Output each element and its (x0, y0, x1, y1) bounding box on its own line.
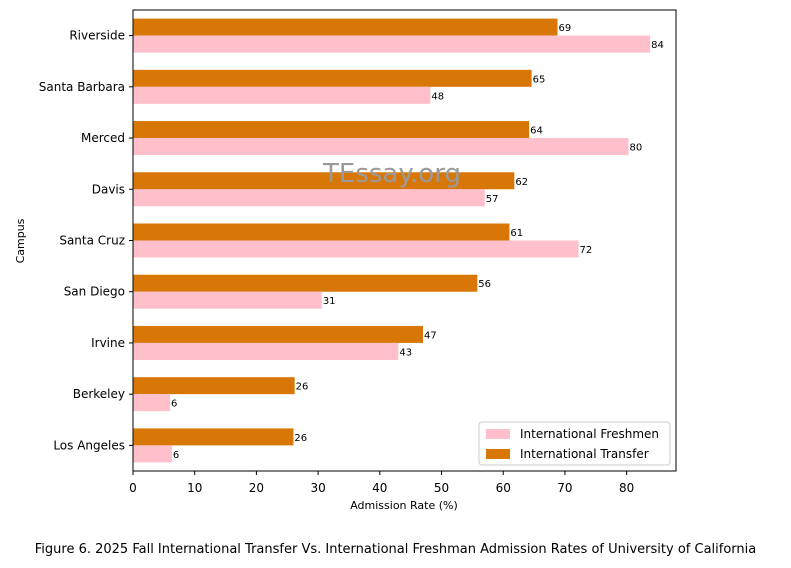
bar-freshmen-riverside (133, 35, 651, 53)
data-label-transfer-santa-barbara: 65 (533, 74, 546, 85)
data-label-freshmen-riverside: 84 (651, 40, 664, 51)
y-tick-label-santa-barbara: Santa Barbara (39, 80, 125, 94)
plot-frame (132, 9, 677, 472)
data-label-transfer-irvine: 47 (424, 330, 437, 341)
bar-transfer-irvine (133, 325, 424, 343)
data-label-freshmen-irvine: 43 (399, 347, 412, 358)
legend-label-freshmen: International Freshmen (520, 427, 659, 441)
x-tick-label-80: 80 (619, 481, 634, 495)
x-tick-label-60: 60 (496, 481, 511, 495)
x-tick-label-70: 70 (557, 481, 572, 495)
bar-transfer-merced (133, 121, 530, 139)
y-axis-ticks: Riverside Santa Barbara Merced Davis Santa C… (39, 29, 133, 452)
y-tick-label-davis: Davis (92, 182, 125, 196)
y-tick-label-san-diego: San Diego (64, 285, 125, 299)
bars-group: 69 84 65 48 64 80 62 57 61 72 56 31 47 43 26 6 26 6 (133, 18, 664, 463)
x-tick-label-30: 30 (310, 481, 325, 495)
bar-freshmen-berkeley (133, 394, 171, 412)
legend-box (478, 421, 671, 466)
data-label-freshmen-merced: 80 (629, 143, 642, 154)
bar-transfer-los-angeles (133, 428, 294, 446)
data-label-freshmen-santa-barbara: 48 (431, 91, 444, 102)
data-label-transfer-los-angeles: 26 (294, 433, 307, 444)
watermark-text: TEssay.org (322, 159, 461, 189)
y-tick-label-irvine: Irvine (91, 336, 125, 350)
bar-freshmen-merced (133, 138, 629, 156)
bar-freshmen-los-angeles (133, 445, 172, 463)
y-tick-label-berkeley: Berkeley (73, 387, 125, 401)
bar-transfer-santa-barbara (133, 69, 532, 87)
data-label-transfer-riverside: 69 (559, 23, 572, 34)
legend: International Freshmen International Tra… (478, 421, 671, 466)
legend-swatch-transfer (486, 449, 510, 459)
data-label-freshmen-los-angeles: 6 (173, 450, 179, 461)
x-axis-ticks: 0 10 20 30 40 50 60 70 80 (129, 471, 634, 495)
bar-transfer-berkeley (133, 377, 295, 395)
bar-freshmen-san-diego (133, 291, 322, 309)
y-tick-label-riverside: Riverside (69, 29, 125, 43)
bar-transfer-davis (133, 172, 515, 190)
bar-freshmen-santa-barbara (133, 86, 431, 104)
data-label-freshmen-san-diego: 31 (323, 296, 336, 307)
data-label-transfer-berkeley: 26 (296, 382, 309, 393)
legend-swatch-freshmen (486, 429, 510, 439)
data-label-transfer-santa-cruz: 61 (510, 228, 523, 239)
y-tick-label-los-angeles: Los Angeles (53, 438, 125, 452)
bar-freshmen-irvine (133, 342, 399, 360)
data-label-freshmen-davis: 57 (486, 194, 499, 205)
x-tick-label-50: 50 (434, 481, 449, 495)
x-tick-label-20: 20 (249, 481, 264, 495)
y-tick-label-santa-cruz: Santa Cruz (59, 234, 125, 248)
data-label-transfer-san-diego: 56 (478, 279, 491, 290)
x-tick-label-10: 10 (187, 481, 202, 495)
data-label-transfer-merced: 64 (530, 126, 543, 137)
data-label-freshmen-santa-cruz: 72 (580, 245, 593, 256)
data-label-freshmen-berkeley: 6 (171, 399, 177, 410)
data-label-transfer-davis: 62 (515, 177, 528, 188)
bar-freshmen-davis (133, 189, 485, 207)
bar-transfer-riverside (133, 18, 558, 36)
x-tick-label-0: 0 (129, 481, 137, 495)
x-axis-label: Admission Rate (%) (350, 499, 458, 512)
figure-caption: Figure 6. 2025 Fall International Transf… (34, 542, 757, 557)
bar-chart: 69 84 65 48 64 80 62 57 61 72 56 31 47 43 26 6 26 6 0 10 20… (14, 9, 677, 512)
bar-transfer-santa-cruz (133, 223, 510, 241)
y-axis-label: Campus (14, 218, 27, 263)
bar-transfer-san-diego (133, 274, 478, 292)
y-tick-label-merced: Merced (81, 131, 125, 145)
bar-freshmen-santa-cruz (133, 240, 579, 258)
legend-label-transfer: International Transfer (520, 447, 649, 461)
x-tick-label-40: 40 (372, 481, 387, 495)
